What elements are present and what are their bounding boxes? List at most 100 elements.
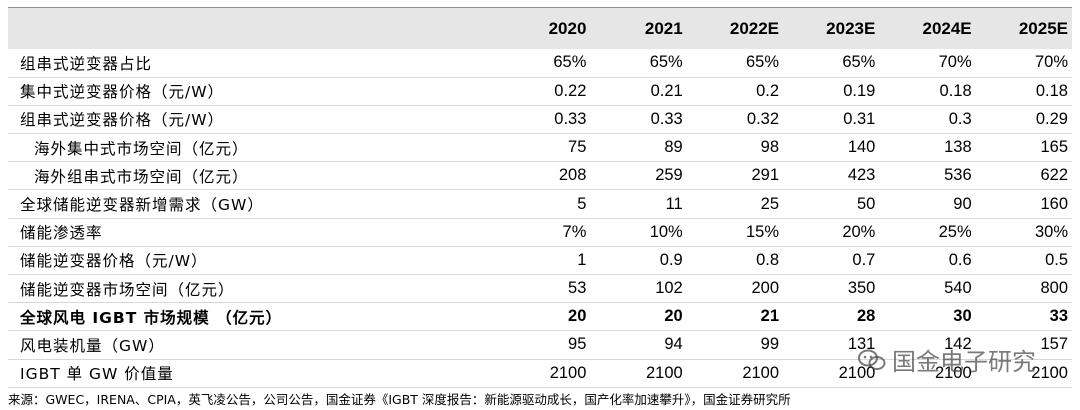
value-cell: 0.7 — [852, 250, 876, 269]
table-row: 储能逆变器价格（元/W） 1 0.9 0.8 0.7 0.6 0.5 — [8, 246, 1072, 275]
value-cell: 160 — [1040, 194, 1068, 213]
row-label: IGBT 单 GW 价值量 — [20, 365, 174, 384]
value-cell: 0.21 — [650, 81, 683, 100]
value-cell: 2100 — [549, 363, 587, 382]
row-label: 组串式逆变器占比 — [20, 54, 153, 73]
value-cell: 2100 — [1031, 363, 1068, 382]
value-cell: 75 — [568, 138, 587, 157]
value-cell: 0.6 — [948, 250, 972, 269]
value-cell: 259 — [655, 166, 683, 185]
row-label: 全球风电 IGBT 市场规模 （亿元） — [20, 308, 283, 327]
value-cell: 0.22 — [554, 81, 587, 100]
value-cell: 30 — [953, 307, 972, 326]
row-label: 储能逆变器价格（元/W） — [20, 252, 208, 271]
value-cell: 102 — [655, 279, 683, 298]
row-label: 储能渗透率 — [20, 224, 103, 243]
table-row: IGBT 单 GW 价值量 2100 2100 2100 2100 2100 2100 — [8, 359, 1072, 388]
value-cell: 20 — [568, 307, 587, 326]
value-cell: 21 — [760, 307, 780, 326]
value-cell: 28 — [856, 307, 876, 326]
value-cell: 350 — [847, 279, 876, 298]
value-cell: 0.19 — [843, 81, 876, 100]
value-cell: 70% — [938, 53, 972, 72]
value-cell: 0.18 — [939, 81, 972, 100]
value-cell: 622 — [1040, 166, 1068, 185]
table-row: 全球风电 IGBT 市场规模 （亿元） 20 20 21 28 30 33 — [8, 303, 1072, 331]
row-label: 组串式逆变器价格（元/W） — [20, 111, 225, 130]
header-cell-year: 2023E — [826, 18, 876, 38]
value-cell: 20 — [664, 307, 683, 326]
value-cell: 208 — [558, 166, 587, 185]
value-cell: 0.8 — [756, 250, 780, 269]
value-cell: 157 — [1040, 335, 1068, 354]
table-row: 集中式逆变器价格（元/W） 0.22 0.21 0.2 0.19 0.18 0.18 — [8, 77, 1072, 106]
header-row: 2020 2021 2022E 2023E 2024E 2025E — [8, 8, 1072, 49]
value-cell: 65% — [649, 53, 683, 72]
source-note: 来源：GWEC，IRENA、CPIA，英飞凌公告，公司公告，国金证券《IGBT … — [8, 392, 791, 407]
value-cell: 0.33 — [554, 109, 587, 128]
table-row: 储能渗透率 7% 10% 15% 20% 25% 30% — [8, 218, 1072, 247]
value-cell: 140 — [847, 138, 876, 157]
value-cell: 800 — [1040, 279, 1068, 298]
value-cell: 0.32 — [746, 109, 780, 128]
watermark: 国金电子研究 — [858, 342, 1036, 377]
value-cell: 540 — [944, 279, 972, 298]
value-cell: 10% — [649, 222, 683, 241]
value-cell: 0.9 — [659, 250, 683, 269]
value-cell: 165 — [1040, 138, 1068, 157]
value-cell: 25 — [760, 194, 780, 213]
value-cell: 200 — [751, 279, 780, 298]
table-row: 储能逆变器市场空间（亿元） 53 102 200 350 540 800 — [8, 275, 1072, 303]
value-cell: 0.3 — [948, 109, 972, 128]
row-label: 风电装机量（GW） — [20, 336, 165, 355]
value-cell: 50 — [856, 194, 876, 213]
value-cell: 536 — [944, 166, 972, 185]
value-cell: 1 — [577, 250, 587, 269]
row-label: 集中式逆变器价格（元/W） — [20, 83, 225, 102]
value-cell: 33 — [1049, 307, 1068, 326]
value-cell: 5 — [577, 194, 587, 213]
value-cell: 99 — [760, 335, 780, 354]
value-cell: 2100 — [934, 363, 972, 382]
value-cell: 65% — [553, 53, 587, 72]
top-rule — [8, 7, 1072, 8]
table-row: 组串式逆变器价格（元/W） 0.33 0.33 0.32 0.31 0.3 0.29 — [8, 105, 1072, 134]
row-label: 海外集中式市场空间（亿元） — [34, 139, 249, 158]
value-cell: 131 — [847, 335, 876, 354]
row-label: 海外组串式市场空间（亿元） — [34, 167, 249, 186]
value-cell: 98 — [760, 138, 780, 157]
value-cell: 90 — [953, 194, 972, 213]
wechat-icon — [858, 349, 886, 371]
header-cell-year: 2022E — [729, 18, 780, 38]
value-cell: 30% — [1034, 222, 1068, 241]
value-cell: 0.31 — [843, 109, 876, 128]
value-cell: 65% — [746, 53, 780, 72]
value-cell: 15% — [746, 222, 780, 241]
value-cell: 2100 — [742, 363, 780, 382]
table-row: 全球储能逆变器新增需求（GW） 5 11 25 50 90 160 — [8, 190, 1072, 219]
value-cell: 423 — [847, 166, 876, 185]
value-cell: 142 — [944, 335, 972, 354]
value-cell: 20% — [842, 222, 876, 241]
value-cell: 0.5 — [1045, 250, 1068, 269]
header-cell-year: 2025E — [1018, 18, 1068, 38]
value-cell: 53 — [568, 279, 587, 298]
header-cell-year: 2024E — [922, 18, 972, 38]
header-cell-year: 2021 — [644, 18, 683, 38]
value-cell: 0.29 — [1035, 109, 1068, 128]
value-cell: 0.33 — [650, 109, 683, 128]
table-row: 海外集中式市场空间（亿元） 75 89 98 140 138 165 — [8, 134, 1072, 162]
value-cell: 291 — [751, 166, 780, 185]
row-label: 全球储能逆变器新增需求（GW） — [20, 196, 264, 215]
table-row: 组串式逆变器占比 65% 65% 65% 65% 70% 70% — [8, 49, 1072, 78]
value-cell: 0.18 — [1035, 81, 1068, 100]
value-cell: 7% — [562, 222, 587, 241]
value-cell: 11 — [665, 194, 683, 213]
value-cell: 2100 — [838, 363, 876, 382]
table-row: 风电装机量（GW） 95 94 99 131 142 157 — [8, 331, 1072, 360]
value-cell: 138 — [944, 138, 972, 157]
value-cell: 95 — [568, 335, 587, 354]
value-cell: 0.2 — [756, 81, 780, 100]
row-label: 储能逆变器市场空间（亿元） — [20, 280, 235, 299]
value-cell: 25% — [938, 222, 972, 241]
